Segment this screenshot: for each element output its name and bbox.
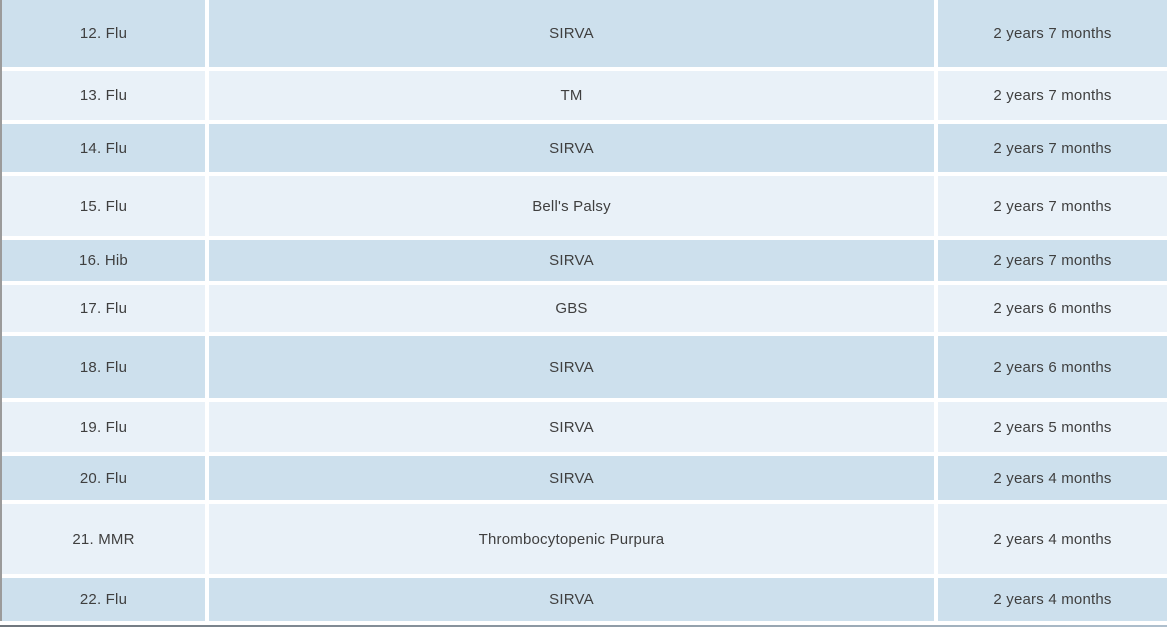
vaccine-cell: 12. Flu [2,0,205,67]
table-row: 16. Hib SIRVA 2 years 7 months [2,240,1167,281]
injury-cell: SIRVA [209,402,934,452]
table-row: 18. Flu SIRVA 2 years 6 months [2,336,1167,398]
duration-cell: 2 years 5 months [938,402,1167,452]
vaccine-cell: 16. Hib [2,240,205,281]
injury-cell: SIRVA [209,124,934,172]
vaccine-cell: 14. Flu [2,124,205,172]
injury-cell: Bell's Palsy [209,176,934,236]
injury-cell: SIRVA [209,456,934,500]
injury-cell: SIRVA [209,578,934,621]
duration-cell: 2 years 7 months [938,71,1167,120]
table-row: 15. Flu Bell's Palsy 2 years 7 months [2,176,1167,236]
duration-cell: 2 years 4 months [938,578,1167,621]
duration-cell: 2 years 7 months [938,0,1167,67]
table-row: 20. Flu SIRVA 2 years 4 months [2,456,1167,500]
vaccine-cell: 22. Flu [2,578,205,621]
vaccine-cell: 21. MMR [2,504,205,574]
injury-cell: Thrombocytopenic Purpura [209,504,934,574]
vaccine-cell: 19. Flu [2,402,205,452]
injury-cell: SIRVA [209,240,934,281]
duration-cell: 2 years 4 months [938,456,1167,500]
injury-cell: TM [209,71,934,120]
table-row: 19. Flu SIRVA 2 years 5 months [2,402,1167,452]
duration-cell: 2 years 4 months [938,504,1167,574]
duration-cell: 2 years 6 months [938,336,1167,398]
vaccine-cell: 20. Flu [2,456,205,500]
table-row: 14. Flu SIRVA 2 years 7 months [2,124,1167,172]
table-row: 22. Flu SIRVA 2 years 4 months [2,578,1167,621]
injury-cell: GBS [209,285,934,332]
vaccine-cell: 13. Flu [2,71,205,120]
table-bottom-edge [0,625,1167,627]
table-row: 21. MMR Thrombocytopenic Purpura 2 years 4… [2,504,1167,574]
duration-cell: 2 years 7 months [938,176,1167,236]
table-left-border [0,0,2,621]
duration-cell: 2 years 7 months [938,124,1167,172]
table-row: 17. Flu GBS 2 years 6 months [2,285,1167,332]
table-row: 12. Flu SIRVA 2 years 7 months [2,0,1167,67]
injury-cell: SIRVA [209,0,934,67]
vaccine-cell: 17. Flu [2,285,205,332]
injury-cell: SIRVA [209,336,934,398]
duration-cell: 2 years 7 months [938,240,1167,281]
vaccine-cell: 15. Flu [2,176,205,236]
table-row: 13. Flu TM 2 years 7 months [2,71,1167,120]
vaccine-cell: 18. Flu [2,336,205,398]
duration-cell: 2 years 6 months [938,285,1167,332]
